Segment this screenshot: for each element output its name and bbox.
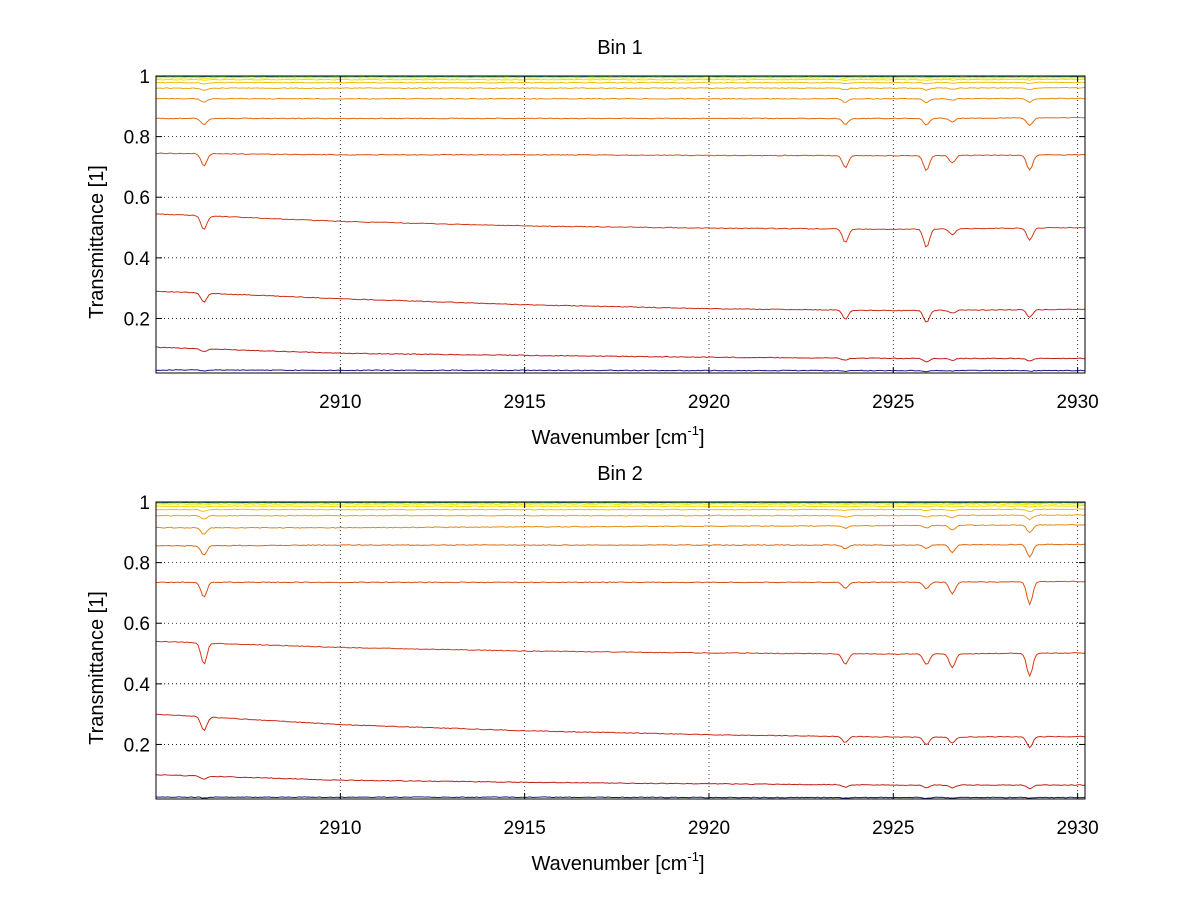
- series-line: [155, 78, 1086, 82]
- x-tick-label: 2920: [688, 818, 730, 839]
- series-line: [155, 290, 1086, 323]
- series-line: [155, 543, 1086, 558]
- series-line: [155, 86, 1086, 91]
- y-tick-label: 0.8: [124, 554, 150, 575]
- x-tick-label: 2915: [504, 818, 546, 839]
- x-tick-label: 2915: [504, 392, 546, 413]
- x-tick-label: 2930: [1056, 818, 1098, 839]
- x-axis-title-text: Wavenumber [cm: [531, 853, 687, 875]
- subplot-bin-1: Bin 1 Wavenumber [cm-1] Transmittance [1…: [86, 37, 1099, 449]
- series-line: [155, 580, 1086, 607]
- y-tick-label: 0.8: [124, 128, 150, 149]
- series-line: [155, 640, 1086, 678]
- series-line: [155, 514, 1086, 521]
- x-tick-label: 2910: [319, 818, 361, 839]
- x-axis-title-suffix: ]: [699, 427, 705, 449]
- x-axis-title-suffix: ]: [699, 853, 705, 875]
- y-tick-label: 0.4: [124, 249, 151, 270]
- x-axis-title: Wavenumber [cm-1]: [531, 423, 704, 449]
- y-tick-label: 1: [139, 493, 150, 514]
- y-tick-label: 0.6: [124, 188, 150, 209]
- y-tick-label: 1: [139, 67, 150, 88]
- series-line: [155, 713, 1086, 749]
- y-tick-label: 0.4: [124, 675, 151, 696]
- x-tick-label: 2925: [872, 392, 914, 413]
- y-tick-label: 0.2: [124, 309, 150, 330]
- series-line: [155, 152, 1086, 172]
- y-tick-label: 0.2: [124, 735, 150, 756]
- x-axis-title-superscript: -1: [687, 423, 699, 438]
- y-tick-label: 0.6: [124, 614, 150, 635]
- x-axis-title: Wavenumber [cm-1]: [531, 849, 704, 875]
- x-tick-label: 2925: [872, 818, 914, 839]
- series-line: [155, 81, 1086, 85]
- series-line: [155, 502, 1085, 505]
- chart-title: Bin 1: [597, 37, 643, 59]
- axes-frame: [155, 501, 1086, 800]
- subplot-bin-2: Bin 2 Wavenumber [cm-1] Transmittance [1…: [86, 463, 1099, 875]
- axes-frame: [155, 75, 1086, 374]
- series-line: [156, 774, 1086, 790]
- series-line: [155, 523, 1086, 535]
- chart-title: Bin 2: [597, 463, 643, 485]
- y-axis-title: Transmittance [1]: [86, 165, 108, 319]
- series-line: [155, 346, 1086, 363]
- plot-area: [156, 502, 1085, 799]
- series-line: [155, 97, 1086, 104]
- x-axis-title-superscript: -1: [687, 849, 699, 864]
- series-line: [155, 503, 1086, 506]
- x-axis-title-text: Wavenumber [cm: [531, 427, 687, 449]
- series-line: [155, 117, 1086, 127]
- x-tick-label: 2920: [688, 392, 730, 413]
- series-line: [155, 76, 1086, 79]
- y-axis-title: Transmittance [1]: [86, 591, 108, 745]
- x-tick-label: 2910: [319, 392, 361, 413]
- series-line: [155, 508, 1086, 513]
- plot-area: [156, 76, 1085, 373]
- series-line: [155, 213, 1086, 248]
- x-tick-label: 2930: [1056, 392, 1098, 413]
- series-line: [155, 369, 1086, 373]
- series-line: [155, 505, 1086, 508]
- series-line: [155, 796, 1086, 800]
